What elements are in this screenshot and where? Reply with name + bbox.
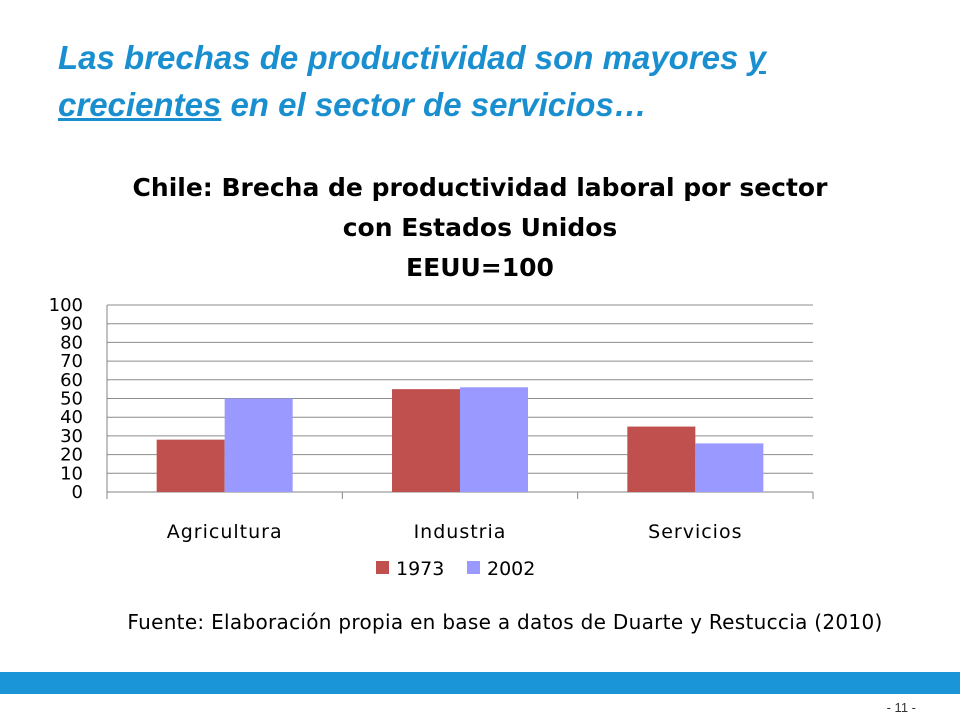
chart-title: Chile: Brecha de productividad laboral p… xyxy=(60,168,900,288)
bar-1973-industria xyxy=(392,389,460,492)
legend-label-2002: 2002 xyxy=(487,558,535,580)
y-tick-label: 30 xyxy=(60,426,83,447)
title-text-part1: Las brechas de productividad son mayores xyxy=(58,39,748,76)
y-tick-label: 20 xyxy=(60,445,83,466)
footer-bar xyxy=(0,672,960,694)
y-tick-label: 10 xyxy=(60,463,83,484)
bar-2002-industria xyxy=(460,387,528,492)
title-underlined-text: y crecientes xyxy=(58,39,766,123)
y-tick-label: 40 xyxy=(60,407,83,428)
source-note: Fuente: Elaboración propia en base a dat… xyxy=(127,610,883,634)
bar-2002-servicios xyxy=(695,443,764,492)
page-number: - 11 - xyxy=(886,700,916,715)
bar-2002-agricultura xyxy=(224,398,293,492)
bar-1973-agricultura xyxy=(156,439,225,492)
y-tick-label: 0 xyxy=(72,482,83,503)
chart-title-line-3: EEUU=100 xyxy=(406,253,554,282)
legend-swatch-1973 xyxy=(376,561,389,574)
y-tick-label: 90 xyxy=(60,314,83,335)
chart-title-line-2: con Estados Unidos xyxy=(342,213,618,242)
y-tick-label: 60 xyxy=(60,370,83,391)
legend-label-1973: 1973 xyxy=(396,558,444,580)
x-category-label: Industria xyxy=(414,521,507,543)
x-category-label: Servicios xyxy=(648,521,742,543)
chart-title-line-1: Chile: Brecha de productividad laboral p… xyxy=(132,173,828,202)
legend-swatch-2002 xyxy=(467,561,480,574)
x-category-label: Agricultura xyxy=(167,521,283,543)
slide-title: Las brechas de productividad son mayores… xyxy=(58,34,918,128)
title-text-part2: en el sector de servicios… xyxy=(221,86,647,123)
y-tick-label: 100 xyxy=(49,295,83,316)
bar-1973-servicios xyxy=(627,426,696,492)
y-tick-label: 80 xyxy=(60,332,83,353)
y-tick-label: 50 xyxy=(60,389,83,410)
y-tick-label: 70 xyxy=(60,351,83,372)
